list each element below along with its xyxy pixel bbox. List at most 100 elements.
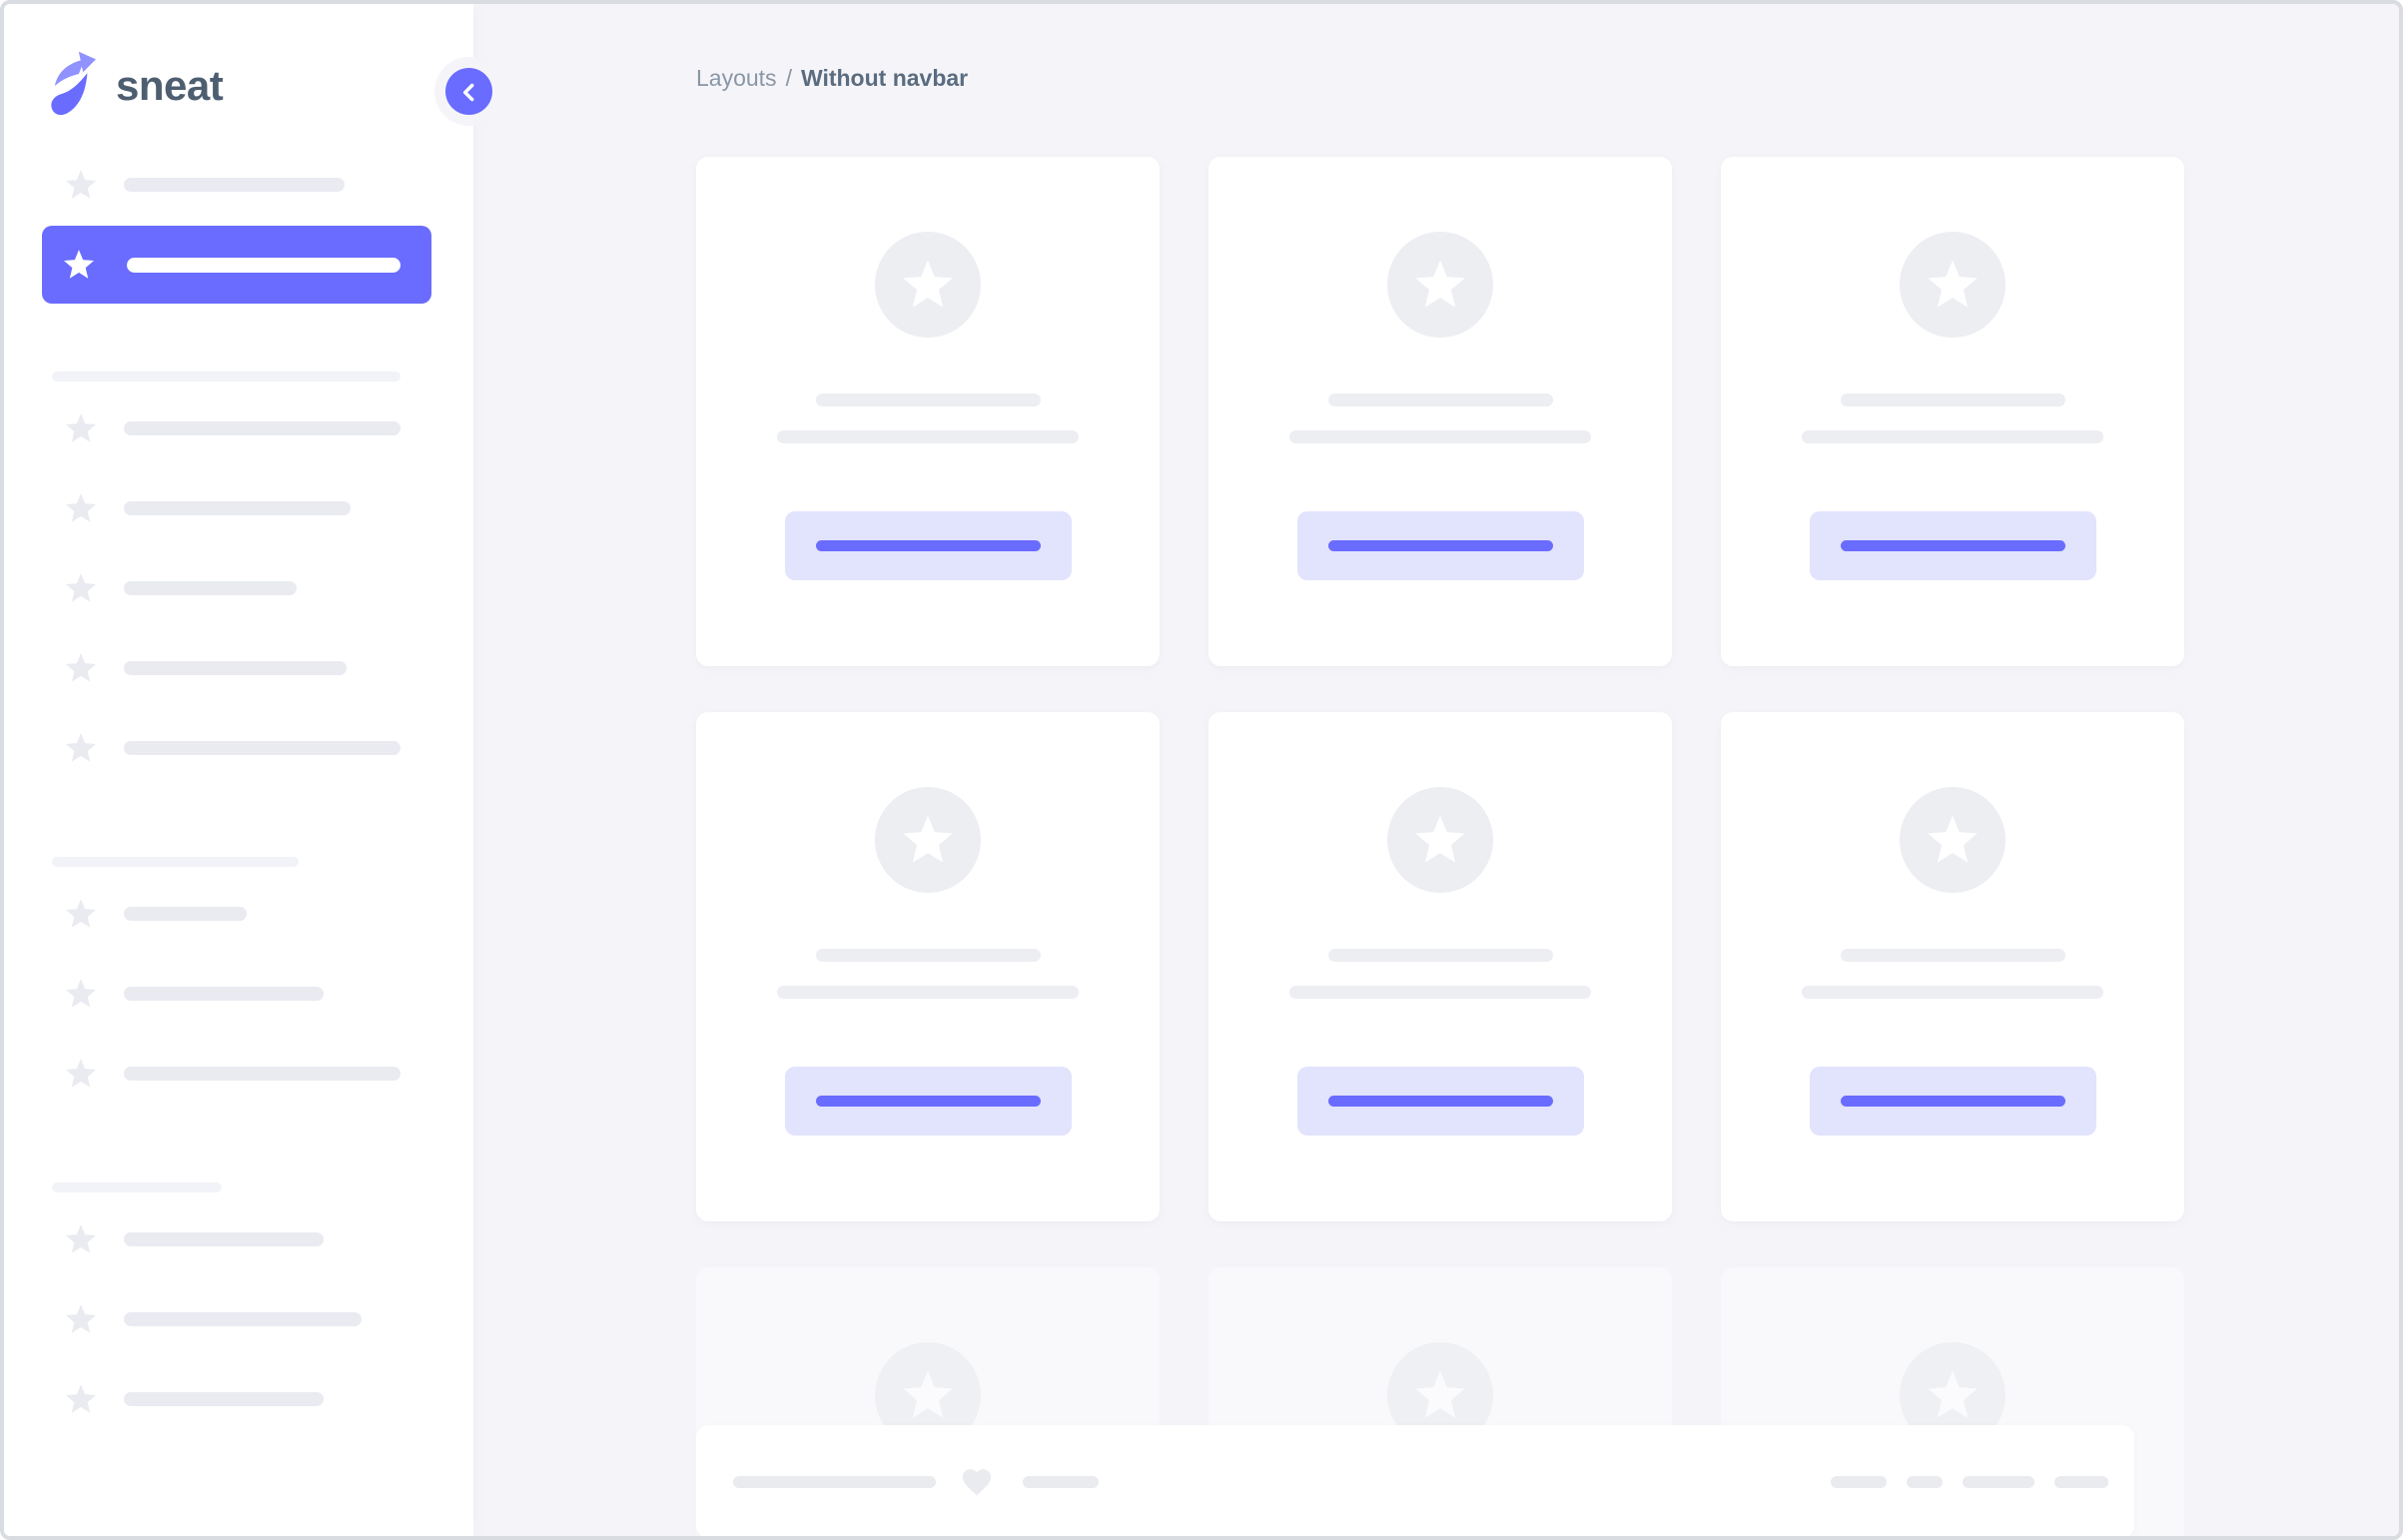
sidebar-menu-item[interactable] [4, 168, 473, 202]
footer-link-skeleton[interactable] [1907, 1475, 1943, 1488]
card-title-skeleton [1840, 949, 2065, 962]
star-icon [65, 979, 97, 1008]
footer-text-skeleton [733, 1475, 936, 1488]
menu-item-line [124, 1312, 362, 1326]
card-button-skeleton[interactable] [1809, 1067, 2096, 1136]
sidebar-menu-item[interactable] [4, 571, 473, 605]
menu-item-line [124, 1232, 324, 1246]
sidebar-section-header-skeleton [52, 372, 400, 382]
footer-link-skeleton[interactable] [2054, 1475, 2108, 1488]
star-icon [65, 1059, 97, 1088]
star-icon [65, 170, 97, 199]
card-button-skeleton[interactable] [784, 1067, 1072, 1136]
card-title-skeleton [1840, 393, 2065, 406]
card-subtitle-skeleton [1802, 986, 2103, 999]
star-icon [903, 260, 953, 308]
footer-link-skeleton[interactable] [1963, 1475, 2034, 1488]
heart-icon [962, 1468, 992, 1495]
chevron-left-icon [462, 83, 473, 101]
placeholder-card [696, 157, 1160, 666]
card-button-skeleton[interactable] [1809, 511, 2096, 580]
placeholder-card [1208, 712, 1672, 1221]
card-grid [696, 157, 2184, 1536]
footer-left [733, 1465, 1099, 1499]
star-icon [63, 250, 95, 279]
card-button-skeleton[interactable] [784, 511, 1072, 580]
breadcrumb: Layouts / Without navbar [696, 66, 2399, 90]
card-avatar [1900, 232, 2005, 338]
breadcrumb-separator: / [785, 65, 792, 91]
card-avatar [1387, 787, 1493, 893]
footer-link-skeleton[interactable] [1831, 1475, 1887, 1488]
card-avatar [1387, 232, 1493, 338]
card-button-bar [1840, 1096, 2065, 1107]
sidebar-menu-item[interactable] [4, 897, 473, 931]
star-icon [903, 815, 953, 863]
star-icon [1415, 815, 1465, 863]
placeholder-card [1208, 157, 1672, 666]
star-icon [65, 733, 97, 762]
placeholder-card [1721, 157, 2184, 666]
sneat-logo-icon [51, 51, 96, 115]
sidebar-menu-item[interactable] [4, 651, 473, 685]
star-icon [1928, 260, 1978, 308]
card-subtitle-skeleton [1289, 986, 1591, 999]
sidebar-section-header-skeleton [52, 1182, 222, 1192]
star-icon [65, 1224, 97, 1253]
card-title-skeleton [1327, 393, 1553, 406]
card-title-skeleton [815, 393, 1041, 406]
card-button-bar [815, 540, 1041, 551]
sidebar-menu-item[interactable] [4, 1222, 473, 1256]
card-subtitle-skeleton [1289, 430, 1591, 443]
menu-item-line [124, 987, 324, 1001]
main-content: Layouts / Without navbar [473, 4, 2399, 1536]
footer [696, 1425, 2134, 1536]
star-icon [65, 653, 97, 682]
sidebar-menu-item[interactable] [4, 491, 473, 525]
star-icon [65, 899, 97, 928]
sidebar-menu-item[interactable] [4, 731, 473, 765]
star-icon [1928, 815, 1978, 863]
menu-item-line [124, 501, 351, 515]
menu-item-line [127, 257, 400, 273]
sidebar-menu-item-active[interactable] [42, 226, 431, 304]
card-button-bar [815, 1096, 1041, 1107]
star-icon [1415, 260, 1465, 308]
star-icon [65, 1384, 97, 1413]
sidebar-collapse-button[interactable] [445, 68, 492, 115]
sidebar: sneat [4, 4, 473, 1536]
menu-item-line [124, 907, 247, 921]
placeholder-card [1721, 712, 2184, 1221]
breadcrumb-current: Without navbar [800, 65, 969, 91]
star-icon [903, 1370, 953, 1418]
sidebar-menu-item[interactable] [4, 411, 473, 445]
footer-text-skeleton [1023, 1475, 1099, 1488]
footer-right [1831, 1475, 2108, 1488]
card-subtitle-skeleton [777, 430, 1079, 443]
breadcrumb-parent[interactable]: Layouts [696, 65, 777, 91]
sidebar-menu-item[interactable] [4, 1057, 473, 1091]
placeholder-card [696, 712, 1160, 1221]
star-icon [1415, 1370, 1465, 1418]
menu-item-line [124, 421, 400, 435]
menu-item-line [124, 661, 347, 675]
sidebar-menu-item[interactable] [4, 977, 473, 1011]
card-button-skeleton[interactable] [1296, 1067, 1584, 1136]
menu-item-line [124, 1067, 400, 1081]
card-subtitle-skeleton [1802, 430, 2103, 443]
sidebar-menu [4, 168, 473, 1416]
sidebar-menu-item[interactable] [4, 1382, 473, 1416]
menu-item-line [124, 178, 345, 192]
card-button-skeleton[interactable] [1296, 511, 1584, 580]
brand[interactable]: sneat [4, 4, 473, 122]
card-title-skeleton [815, 949, 1041, 962]
card-title-skeleton [1327, 949, 1553, 962]
card-avatar [1900, 787, 2005, 893]
sidebar-section-header-skeleton [52, 857, 299, 867]
star-icon [65, 573, 97, 602]
sidebar-menu-item[interactable] [4, 1302, 473, 1336]
star-icon [65, 413, 97, 442]
menu-item-line [124, 741, 400, 755]
brand-name: sneat [116, 61, 224, 109]
